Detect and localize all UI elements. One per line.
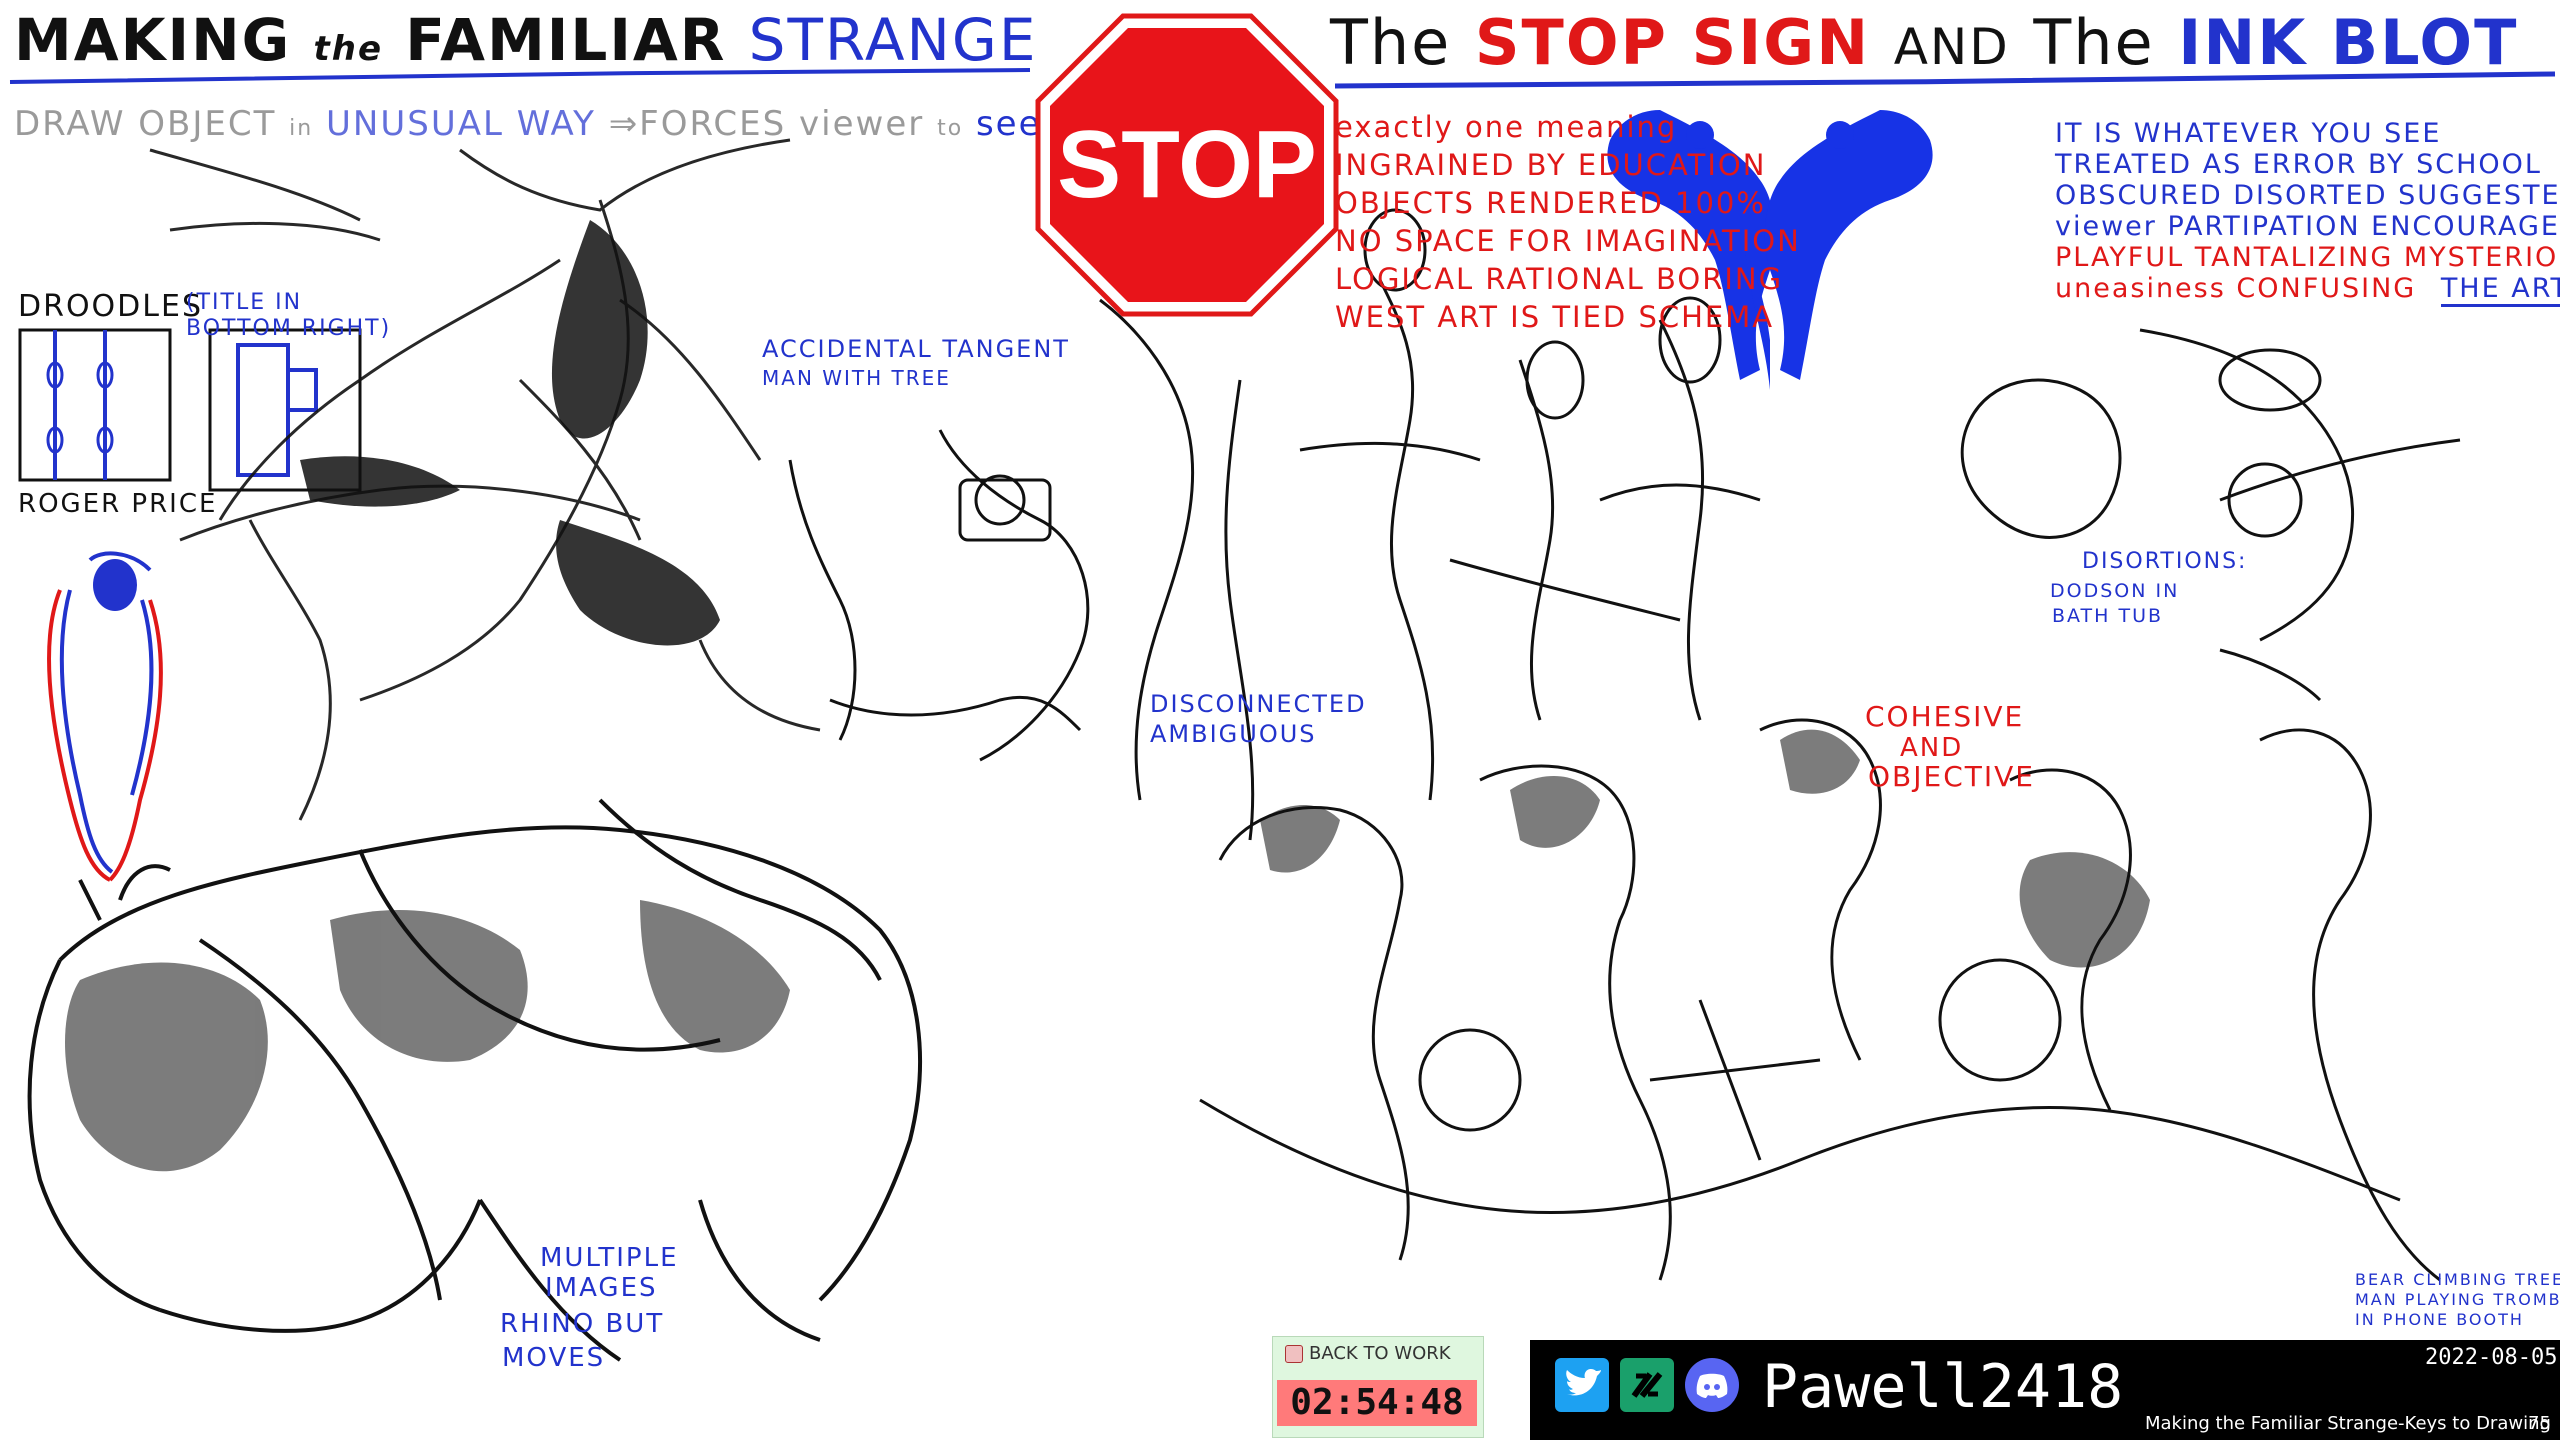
label-disconnected: DISCONNECTED (1150, 690, 1367, 718)
subtitle-part5: viewer (799, 104, 925, 144)
subtitle-part1: DRAW OBJECT (14, 104, 277, 144)
label-bear-climbing: BEAR CLIMBING TREE (2355, 1270, 2560, 1289)
label-multiple: MULTIPLE (540, 1243, 679, 1273)
page-number: 75 (2528, 1413, 2551, 1434)
ink-blot-note: IT IS WHATEVER YOU SEE (2055, 118, 2442, 149)
ink-blot-note: uneasiness CONFUSING (2055, 273, 2417, 304)
twitter-icon[interactable] (1555, 1358, 1609, 1412)
ink-blot-note: OBSCURED DISORTED SUGGESTED (2055, 180, 2560, 211)
droodle-frame-1 (18, 328, 172, 482)
stream-caption: Making the Familiar Strange-Keys to Draw… (2145, 1413, 2551, 1434)
stop-note: LOGICAL RATIONAL BORING (1335, 262, 1784, 296)
discord-icon[interactable] (1685, 1358, 1739, 1412)
rhino-shading (65, 900, 790, 1172)
title-left-part1: MAKING (14, 6, 292, 74)
title-right-underline (1334, 71, 2556, 89)
stop-note: WEST ART IS TIED SCHEMA (1335, 300, 1775, 334)
officers-sketch (1299, 208, 1761, 801)
label-disortions: DISORTIONS: (2082, 549, 2248, 574)
title-left-underline (9, 68, 1031, 84)
subtitle-part2: in (289, 116, 314, 141)
label-images: IMAGES (545, 1273, 658, 1303)
label-moves: MOVES (502, 1343, 606, 1373)
title-left-part4: STRANGE (748, 6, 1038, 74)
streamlabs-icon[interactable] (1620, 1358, 1674, 1412)
stop-sign-notes: exactly one meaning INGRAINED BY EDUCATI… (1335, 108, 1801, 336)
droodle-frame-2 (208, 328, 362, 492)
stop-note: OBJECTS RENDERED 100% (1335, 186, 1766, 220)
channel-handle[interactable]: Pawell2418 (1762, 1352, 2124, 1422)
ink-blot-note: THE ART (2440, 273, 2560, 307)
label-objective: OBJECTIVE (1868, 760, 2035, 793)
ink-blot-note: viewer PARTIPATION ENCOURAGED (2055, 211, 2560, 242)
stop-note: exactly one meaning (1335, 110, 1678, 144)
dodson-bathtub-sketch (1960, 328, 2461, 702)
title-left-part3: FAMILIAR (405, 6, 727, 74)
timer-value: 02:54:48 (1277, 1380, 1477, 1426)
label-dodson-in: DODSON IN (2050, 580, 2180, 602)
title-stop-sign-ink-blot: The STOP SIGN AND The INK BLOT (1330, 6, 2518, 79)
title-left-part2: the (313, 29, 384, 69)
label-roger-price: ROGER PRICE (18, 489, 218, 519)
ink-blot-notes: IT IS WHATEVER YOU SEE TREATED AS ERROR … (2055, 118, 2560, 307)
subtitle-part3: UNUSUAL WAY (326, 104, 596, 144)
stop-note: INGRAINED BY EDUCATION (1335, 148, 1767, 182)
label-ambiguous: AMBIGUOUS (1150, 720, 1317, 748)
label-rhino-but: RHINO BUT (500, 1309, 665, 1339)
title-making-familiar-strange: MAKING the FAMILIAR STRANGE (14, 6, 1038, 74)
timer-label-text: BACK TO WORK (1309, 1343, 1451, 1364)
stop-sign: STOP (1032, 10, 1342, 320)
label-title-hint: (TITLE IN BOTTOM RIGHT) (186, 290, 392, 341)
timer-icon (1285, 1345, 1303, 1363)
timer-label: BACK TO WORK (1285, 1343, 1451, 1364)
title-right-part5: INK BLOT (2178, 6, 2519, 79)
label-cohesive: COHESIVE (1865, 700, 2025, 733)
stop-octagon-icon (1035, 13, 1339, 317)
title-right-part4: The (2033, 6, 2155, 79)
musicians-shading (1260, 729, 2150, 968)
stop-sign-text: STOP (1057, 111, 1317, 218)
subtitle: DRAW OBJECT in UNUSUAL WAY ⇒FORCES viewe… (14, 104, 1042, 144)
ink-blot-note: TREATED AS ERROR BY SCHOOL (2055, 149, 2542, 180)
man-with-tree-shading (300, 220, 720, 646)
subtitle-part4: ⇒FORCES (608, 104, 787, 144)
label-man-with-tree: MAN WITH TREE (762, 366, 951, 390)
musicians-sketch (1199, 718, 2441, 1282)
ink-blot-note: PLAYFUL TANTALIZING MYSTERIOUS (2055, 242, 2560, 273)
title-right-part3: AND (1893, 18, 2010, 76)
ink-blot (1607, 110, 1933, 390)
figure-sketch (47, 551, 163, 882)
label-and: AND (1900, 733, 1964, 763)
title-right-part2: STOP SIGN (1474, 6, 1871, 79)
stream-date: 2022-08-05 (2425, 1345, 2558, 1370)
title-right-part1: The (1330, 6, 1452, 79)
label-man-trombone: MAN PLAYING TROMBONE (2355, 1290, 2560, 1309)
label-bath-tub: BATH TUB (2052, 605, 2164, 627)
man-with-tree-sketch (149, 138, 821, 821)
label-phone-booth: IN PHONE BOOTH (2355, 1310, 2524, 1329)
soldiers-sketch (788, 298, 1255, 841)
subtitle-part7: see (975, 104, 1042, 144)
subtitle-part6: to (937, 116, 964, 141)
label-droodles: DROODLES (18, 289, 203, 324)
label-accidental-tangent: ACCIDENTAL TANGENT (762, 335, 1070, 363)
stop-note: NO SPACE FOR IMAGINATION (1335, 224, 1801, 258)
